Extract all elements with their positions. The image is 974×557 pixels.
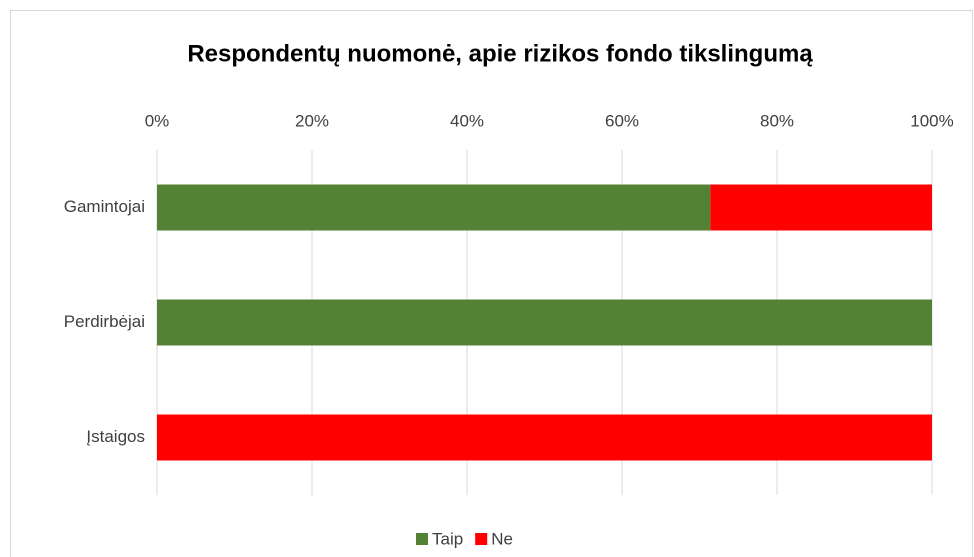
bar [157, 299, 932, 346]
x-tick-label: 40% [450, 111, 484, 130]
bar [157, 414, 932, 461]
x-tick-label: 60% [605, 111, 639, 130]
x-tick-label: 80% [760, 111, 794, 130]
legend-swatch [475, 533, 488, 545]
y-tick-label: Gamintojai [64, 197, 145, 216]
bar [710, 184, 932, 231]
y-tick-label: Įstaigos [86, 427, 145, 446]
bar [157, 184, 711, 231]
x-tick-label: 20% [295, 111, 329, 130]
x-tick-label: 100% [910, 111, 953, 130]
x-tick-label: 0% [145, 111, 170, 130]
chart-border [10, 10, 973, 557]
chart-title: Respondentų nuomonė, apie rizikos fondo … [187, 40, 813, 67]
legend-label: Taip [432, 529, 463, 548]
legend-swatch [416, 533, 428, 545]
y-tick-label: Perdirbėjai [64, 312, 145, 331]
legend-label: Ne [491, 529, 513, 548]
